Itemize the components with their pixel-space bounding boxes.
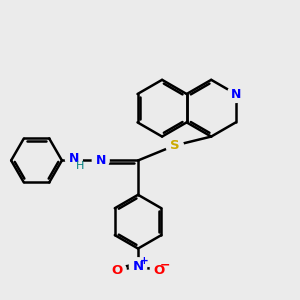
Text: N: N — [231, 88, 241, 100]
Circle shape — [166, 137, 183, 154]
Text: O: O — [112, 263, 123, 277]
Circle shape — [227, 85, 244, 102]
Text: S: S — [170, 139, 179, 152]
Text: O: O — [153, 263, 165, 277]
Text: −: − — [160, 259, 170, 272]
Circle shape — [150, 261, 168, 279]
Text: H: H — [76, 161, 85, 171]
Text: N: N — [95, 154, 106, 167]
Text: N: N — [133, 260, 144, 273]
Text: N: N — [69, 152, 79, 166]
Circle shape — [109, 261, 126, 279]
Text: +: + — [140, 256, 148, 266]
Circle shape — [129, 258, 147, 275]
Circle shape — [65, 151, 82, 167]
Circle shape — [92, 152, 109, 169]
